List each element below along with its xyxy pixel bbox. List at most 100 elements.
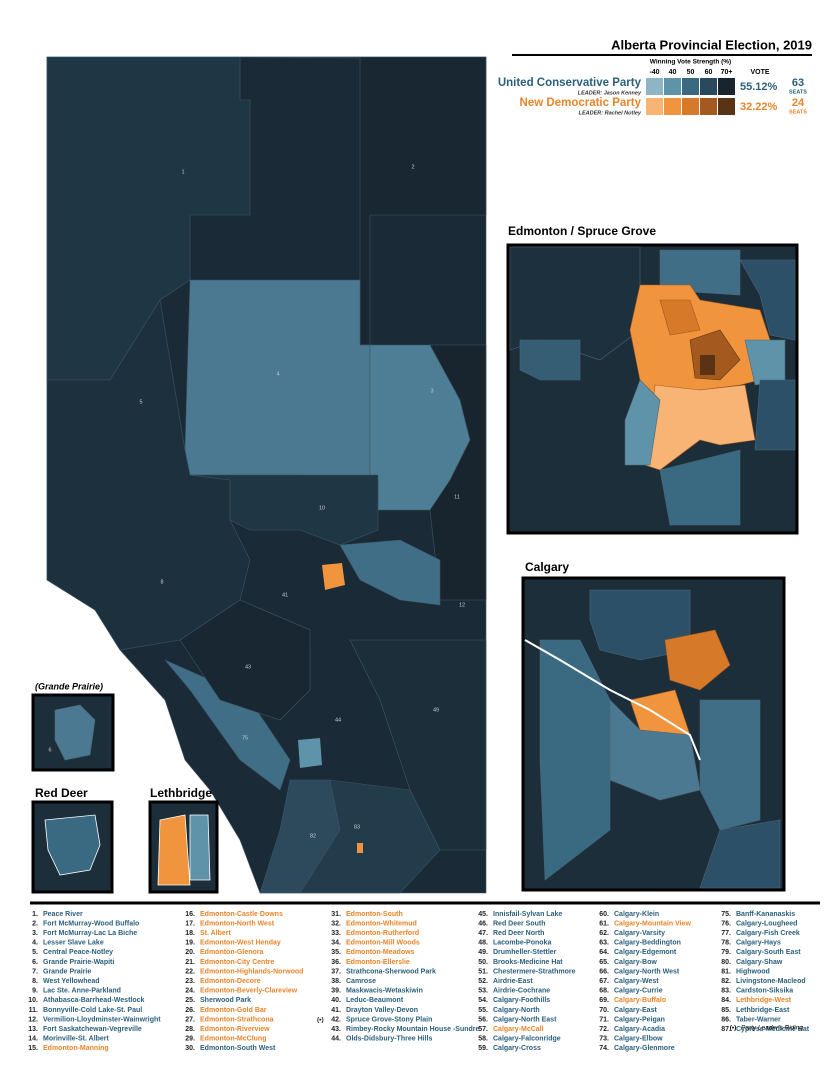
riding-name: Strathcona-Sherwood Park [346,968,436,975]
riding-number: 66. [599,968,609,975]
riding-number: 78. [721,940,731,947]
riding-number: 7. [32,968,38,975]
party-leader: LEADER: Rachel Notley [579,110,642,116]
riding-number: 10. [28,997,38,1004]
map-label: 75 [242,735,248,741]
riding-number: 4. [32,940,38,947]
riding-number: 38. [331,978,341,985]
legend-swatch [718,78,735,95]
region [299,779,441,894]
footnote-marker: (•) [730,1025,737,1032]
riding-name: Edmonton-Mill Woods [346,940,420,947]
legend-swatch [682,78,699,95]
riding-number: 39. [331,988,341,995]
riding-name: Calgary-Peigan [614,1016,665,1023]
riding-number: 44. [331,1036,341,1043]
region [239,56,487,346]
riding-number: 86. [721,1016,731,1023]
riding-name: Edmonton-Rutherford [346,930,419,937]
riding-number: 18. [185,930,195,937]
riding-name: Fort Saskatchewan-Vegreville [43,1026,142,1033]
riding-name: Edmonton-Beverly-Clareview [200,988,298,995]
vote-heading: VOTE [750,69,769,76]
riding-name: Calgary-South East [736,949,801,956]
region [184,279,371,481]
riding-name: Bonnyville-Cold Lake-St. Paul [43,1007,142,1014]
riding-name: Edmonton-McClung [200,1036,267,1043]
riding-number: 49. [478,949,488,956]
riding-name: Calgary-Elbow [614,1036,663,1043]
riding-number: 22. [185,968,195,975]
riding-number: 82. [721,978,731,985]
region [659,299,701,336]
riding-number: 19. [185,940,195,947]
riding-name: West Yellowhead [43,978,100,985]
riding-name: Calgary-Buffalo [614,997,666,1004]
riding-number: 59. [478,1045,488,1052]
riding-name: Edmonton-South West [200,1045,276,1052]
map-label: 1 [181,169,184,175]
riding-name: Edmonton-West Henday [200,940,281,947]
riding-number: 35. [331,949,341,956]
region [46,299,251,651]
legend-swatch [718,98,735,115]
riding-name: Calgary-Glenmore [614,1045,675,1052]
riding-name: Cardston-Siksika [736,988,793,995]
riding-name: Edmonton-Decore [200,978,261,985]
map-label: 10 [319,505,325,511]
riding-number: 77. [721,930,731,937]
region [589,589,691,661]
riding-name: Fort McMurray-Lac La Biche [43,930,137,937]
riding-name: Calgary-Lougheed [736,920,797,927]
riding-number: 23. [185,978,195,985]
legend-heading: Winning Vote Strength (%) [650,59,731,66]
legend-swatch [664,78,681,95]
map-label: 41 [282,592,288,598]
riding-name: Vermilion-Lloydminster-Wainwright [43,1016,161,1023]
riding-name: Lacombe-Ponoka [493,940,551,947]
riding-number: 9. [32,988,38,995]
riding-name: Edmonton-Strathcona [200,1016,274,1023]
riding-number: 74. [599,1045,609,1052]
riding-name: Edmonton-North West [200,920,275,927]
inset-title: Calgary [525,560,569,574]
riding-number: 28. [185,1026,195,1033]
region [339,539,441,606]
riding-name: Lethbridge-West [736,997,792,1004]
riding-number: 53. [478,988,488,995]
riding-number: 6. [32,959,38,966]
riding-number: 14. [28,1036,38,1043]
riding-number: 17. [185,920,195,927]
riding-name: Calgary-East [614,1007,657,1014]
riding-name: Calgary-Fish Creek [736,930,800,937]
legend-bin: 60 [705,69,713,76]
riding-name: Calgary-North [493,1007,540,1014]
region [509,246,641,361]
legend-swatch [646,78,663,95]
riding-name: Calgary-McCall [493,1026,544,1033]
riding-name: Drayton Valley-Devon [346,1007,418,1014]
riding-number: 2. [32,920,38,927]
riding-name: Lesser Slave Lake [43,940,104,947]
riding-name: Calgary-Shaw [736,959,783,966]
riding-name: Calgary-North East [493,1016,557,1023]
riding-number: 1. [32,911,38,918]
riding-name: Calgary-Varsity [614,930,665,937]
inset-title: (Grande Prairie) [35,681,103,691]
riding-number: 51. [478,968,488,975]
riding-number: 46. [478,920,488,927]
riding-number: 54. [478,997,488,1004]
map-label: 49 [433,707,439,713]
riding-name: Edmonton-Ellerslie [346,959,410,966]
riding-name: Fort McMurray-Wood Buffalo [43,920,139,927]
riding-number: 75. [721,911,731,918]
riding-name: Edmonton-Castle Downs [200,911,283,918]
riding-number: 79. [721,949,731,956]
riding-name: Airdrie-East [493,978,533,985]
legend-bin: 50 [687,69,695,76]
region [624,379,661,466]
riding-name: Lac Ste. Anne-Parkland [43,988,121,995]
riding-number: 64. [599,949,609,956]
